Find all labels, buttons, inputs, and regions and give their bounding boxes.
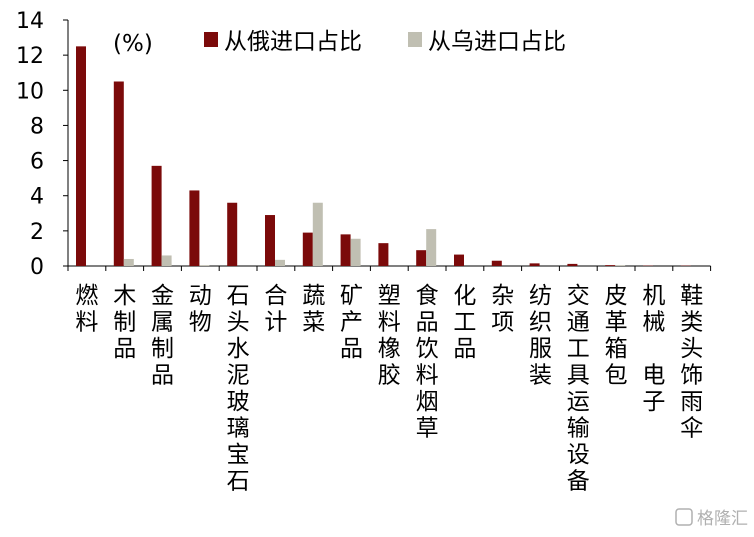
category-label: 食品饮料烟草	[416, 283, 439, 442]
y-tick-label: 12	[16, 44, 44, 69]
bar-russia	[454, 254, 464, 266]
legend: 从俄进口占比 从乌进口占比	[204, 29, 566, 55]
x-axis	[67, 265, 712, 271]
category-label: 动物	[189, 283, 212, 336]
legend-swatch-ukraine	[408, 32, 422, 47]
category-label: 矿产品	[340, 283, 363, 362]
bar-ukraine	[350, 238, 361, 266]
category-label: 皮革箱包	[605, 283, 628, 389]
bar-russia	[151, 165, 162, 266]
bar-russia	[378, 243, 389, 266]
bar-russia	[529, 263, 540, 266]
category-label: 金属制品	[151, 283, 174, 389]
y-tick-label: 0	[30, 255, 44, 280]
category-label: 纺织服装	[529, 283, 552, 389]
legend-label-russia: 从俄进口占比	[224, 29, 362, 55]
bar-russia	[189, 190, 200, 266]
category-labels: 燃料木制品金属制品动物石头水泥玻璃宝石合计蔬菜矿产品塑料橡胶食品饮料烟草化工品杂…	[75, 283, 703, 495]
unit-label: (%)	[113, 31, 153, 57]
y-tick-label: 4	[30, 185, 44, 210]
y-tick-label: 10	[16, 79, 44, 104]
bar-ukraine	[123, 258, 134, 266]
category-label: 石头水泥玻璃宝石	[227, 283, 250, 495]
bar-russia	[76, 46, 86, 266]
legend-swatch-russia	[204, 32, 218, 47]
bar-ukraine	[161, 255, 172, 266]
category-label: 木制品	[113, 283, 136, 362]
bar-russia	[605, 265, 616, 266]
watermark-logo-icon	[675, 508, 693, 526]
bar-russia	[302, 232, 313, 266]
bar-ukraine	[199, 265, 210, 266]
legend-label-ukraine: 从乌进口占比	[428, 29, 566, 55]
bar-ukraine	[275, 259, 285, 266]
bar-russia	[567, 263, 578, 266]
bar-russia	[340, 234, 351, 266]
bar-russia	[416, 250, 427, 266]
category-label: 合计	[264, 283, 287, 336]
bar-ukraine	[426, 229, 437, 266]
category-label: 化工品	[453, 283, 476, 362]
bar-ukraine	[615, 265, 626, 266]
bars	[76, 46, 691, 266]
bar-ukraine	[312, 202, 323, 266]
category-label: 蔬菜	[302, 283, 325, 336]
watermark: 格隆汇	[675, 508, 748, 529]
y-tick-label: 6	[30, 150, 44, 175]
category-label: 杂项	[491, 283, 514, 336]
y-tick-label: 2	[30, 220, 44, 245]
y-axis: 0 2 4 6 8 10 12 14	[16, 9, 69, 280]
category-label: 鞋类头饰雨伞	[680, 283, 703, 442]
category-label: 塑料橡胶	[378, 283, 401, 389]
bar-russia	[113, 81, 124, 266]
bar-russia	[227, 202, 238, 266]
y-tick-label: 8	[30, 114, 44, 139]
bar-russia	[491, 260, 502, 266]
category-label: 机械 电子	[642, 283, 665, 415]
category-label: 交通工具运输设备	[567, 283, 590, 495]
watermark-text: 格隆汇	[697, 509, 748, 529]
category-label: 燃料	[75, 283, 98, 336]
bar-russia	[265, 215, 275, 266]
y-tick-label: 14	[16, 9, 44, 34]
